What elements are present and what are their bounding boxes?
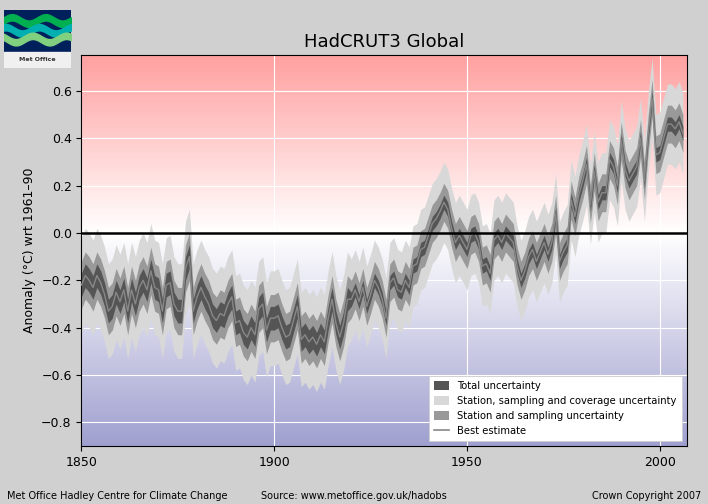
Y-axis label: Anomaly (°C) wrt 1961–90: Anomaly (°C) wrt 1961–90 [23, 168, 35, 334]
Text: Source: www.metoffice.gov.uk/hadobs: Source: www.metoffice.gov.uk/hadobs [261, 491, 447, 501]
Legend: Total uncertainty, Station, sampling and coverage uncertainty, Station and sampl: Total uncertainty, Station, sampling and… [429, 376, 682, 441]
Text: Crown Copyright 2007: Crown Copyright 2007 [592, 491, 701, 501]
Bar [4, 10, 71, 52]
Text: Met Office Hadley Centre for Climate Change: Met Office Hadley Centre for Climate Cha… [7, 491, 227, 501]
Bar [4, 52, 71, 68]
Title: HadCRUT3 Global: HadCRUT3 Global [304, 33, 464, 51]
Text: Met Office: Met Office [19, 57, 55, 62]
